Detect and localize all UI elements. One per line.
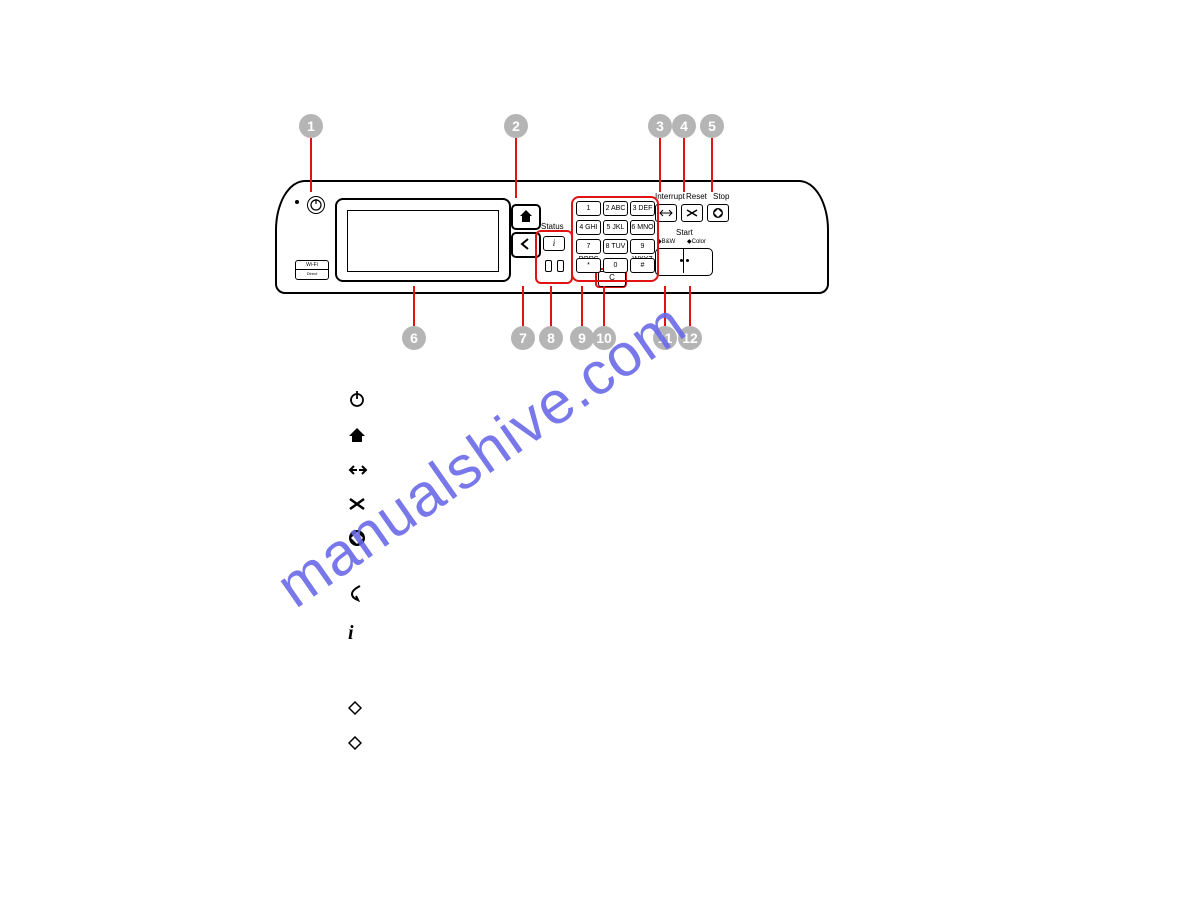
power-button[interactable] xyxy=(307,196,325,214)
callout-line-8 xyxy=(550,286,552,326)
keypad-key-#[interactable]: # xyxy=(630,258,655,273)
control-panel: Status i 12 ABC3 DEF 4 GHI5 JKL6 MNO 7 PQR… xyxy=(275,180,829,294)
callout-10: 10 xyxy=(592,326,616,350)
callout-2: 2 xyxy=(504,114,528,138)
start-group xyxy=(655,248,713,276)
lcd-screen-inner xyxy=(347,210,499,272)
keypad-key-1[interactable]: 1 xyxy=(576,201,601,216)
reset-icon xyxy=(348,492,378,521)
callout-line-10 xyxy=(603,286,605,326)
callout-line-5 xyxy=(711,138,713,192)
callout-12: 12 xyxy=(678,326,702,350)
status-button[interactable]: i xyxy=(543,236,565,251)
power-icon xyxy=(348,388,378,417)
callout-line-4 xyxy=(683,138,685,192)
bw-label: ◆B&W xyxy=(657,238,675,245)
callout-line-6 xyxy=(413,286,415,326)
start-color-button[interactable] xyxy=(685,249,712,273)
back-icon xyxy=(348,582,378,611)
color-label: ◆Color xyxy=(687,238,706,245)
start-label: Start xyxy=(676,228,693,237)
numeric-keypad: 12 ABC3 DEF 4 GHI5 JKL6 MNO 7 PQRS8 TUV9 W… xyxy=(571,196,659,282)
start-bw-icon xyxy=(348,695,378,724)
status-label: Status xyxy=(541,222,564,231)
keypad-key-9[interactable]: 9 WXYZ xyxy=(630,239,655,254)
callout-9: 9 xyxy=(570,326,594,350)
callout-3: 3 xyxy=(648,114,672,138)
home-icon xyxy=(348,423,378,452)
status-led-2 xyxy=(557,260,564,272)
callout-1: 1 xyxy=(299,114,323,138)
lcd-screen xyxy=(335,198,511,282)
keypad-key-*[interactable]: * xyxy=(576,258,601,273)
wifi-indicator: Wi-Fi Direct xyxy=(295,260,329,280)
callout-line-7 xyxy=(522,286,524,326)
status-group: Status i xyxy=(535,230,573,284)
keypad-key-2[interactable]: 2 ABC xyxy=(603,201,628,216)
stop-label: Stop xyxy=(713,192,729,201)
keypad-key-8[interactable]: 8 TUV xyxy=(603,239,628,254)
callout-line-3 xyxy=(659,138,661,192)
callout-line-1 xyxy=(310,138,312,192)
start-color-icon xyxy=(348,730,378,759)
callout-line-11 xyxy=(664,286,666,326)
info-icon: i xyxy=(348,617,378,649)
callout-line-2 xyxy=(515,138,517,198)
callout-7: 7 xyxy=(511,326,535,350)
keypad-key-5[interactable]: 5 JKL xyxy=(603,220,628,235)
interrupt-label: Interrupt xyxy=(655,192,685,201)
keypad-key-6[interactable]: 6 MNO xyxy=(630,220,655,235)
interrupt-icon xyxy=(348,458,378,487)
callout-8: 8 xyxy=(539,326,563,350)
keypad-key-3[interactable]: 3 DEF xyxy=(630,201,655,216)
reset-label: Reset xyxy=(686,192,707,201)
home-button[interactable] xyxy=(511,204,541,230)
callout-6: 6 xyxy=(402,326,426,350)
start-led-color xyxy=(686,259,689,262)
stop-icon xyxy=(348,527,378,556)
callout-4: 4 xyxy=(672,114,696,138)
start-led-bw xyxy=(680,259,683,262)
callout-11: 11 xyxy=(653,326,677,350)
callout-line-9 xyxy=(581,286,583,326)
watermark-text: manualshive.com xyxy=(264,288,698,621)
reset-button[interactable] xyxy=(681,204,703,222)
callout-line-12 xyxy=(689,286,691,326)
power-led xyxy=(295,200,299,204)
stop-button[interactable] xyxy=(707,204,729,222)
keypad-key-0[interactable]: 0 xyxy=(603,258,628,273)
keypad-key-4[interactable]: 4 GHI xyxy=(576,220,601,235)
callout-5: 5 xyxy=(700,114,724,138)
status-led-1 xyxy=(545,260,552,272)
keypad-key-7[interactable]: 7 PQRS xyxy=(576,239,601,254)
icon-legend: i xyxy=(348,388,378,764)
